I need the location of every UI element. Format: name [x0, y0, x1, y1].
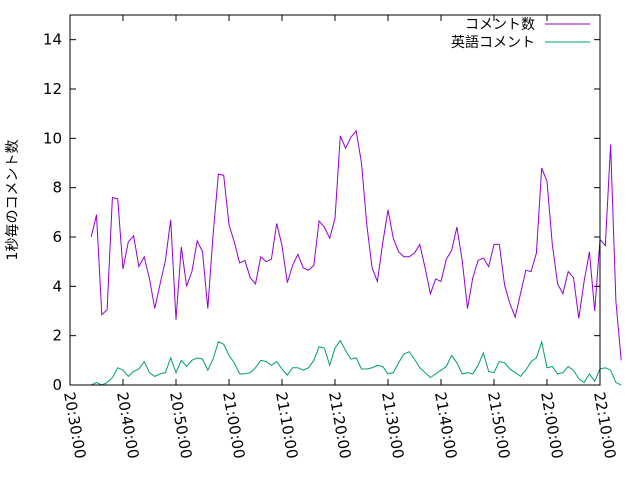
y-axis-label: 1秒毎のコメント数: [5, 140, 21, 261]
y-tick-label: 10: [43, 129, 62, 147]
y-tick-label: 4: [52, 277, 62, 295]
legend-label: コメント数: [465, 17, 535, 33]
y-tick-label: 12: [43, 80, 62, 98]
series-line-1: [90, 339, 622, 386]
y-axis: 0 2 4 6 8 10 12 14: [43, 31, 600, 394]
series-layer: [90, 129, 622, 386]
y-tick-label: 6: [52, 228, 62, 246]
series-line-0: [90, 129, 622, 361]
y-tick-label: 0: [52, 376, 62, 394]
legend-label: 英語コメント: [451, 34, 535, 51]
y-tick-label: 14: [43, 31, 62, 49]
y-tick-label: 8: [52, 179, 62, 197]
y-tick-label: 2: [52, 327, 62, 345]
